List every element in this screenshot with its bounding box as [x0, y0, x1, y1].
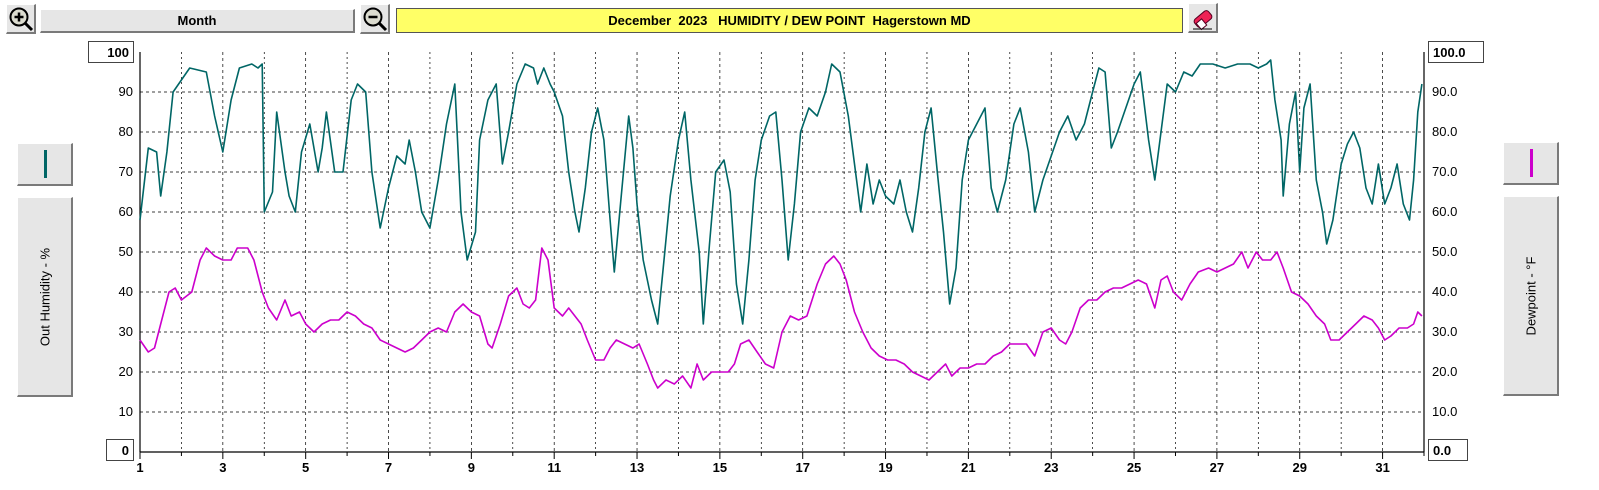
left-axis-max-field[interactable]: 100	[88, 41, 134, 63]
x-axis-tick-label: 11	[547, 460, 561, 475]
x-axis-tick-label: 23	[1044, 460, 1058, 475]
dewpoint-series-line	[139, 247, 1423, 389]
period-month-button[interactable]: Month	[40, 9, 355, 33]
x-axis-tick-label: 17	[795, 460, 809, 475]
left-axis-max-value: 100	[107, 44, 129, 60]
zoom-out-magnifier-icon	[363, 7, 387, 31]
chart-title: December 2023 HUMIDITY / DEW POINT Hager…	[396, 8, 1183, 33]
x-axis-tick-label: 1	[136, 460, 143, 475]
left-axis-tick-label: 80	[119, 124, 133, 139]
x-axis-tick-label: 9	[468, 460, 475, 475]
left-axis-tick-label: 30	[119, 324, 133, 339]
right-axis-tick-label: 60.0	[1432, 204, 1457, 219]
right-axis-tick-label: 40.0	[1432, 284, 1457, 299]
left-axis-min-field[interactable]: 0	[106, 439, 134, 461]
x-axis-tick-label: 21	[961, 460, 975, 475]
right-axis-tick-label: 90.0	[1432, 84, 1457, 99]
right-axis-min-field[interactable]: 0.0	[1428, 439, 1468, 461]
left-axis-tick-label: 90	[119, 84, 133, 99]
x-axis-tick-label: 5	[302, 460, 309, 475]
left-axis-tick-label: 70	[119, 164, 133, 179]
right-axis-tick-label: 10.0	[1432, 404, 1457, 419]
eraser-icon	[1192, 9, 1212, 30]
x-axis-tick-label: 19	[878, 460, 892, 475]
left-axis-tick-label: 40	[119, 284, 133, 299]
right-axis-tick-label: 80.0	[1432, 124, 1457, 139]
left-axis-tick-label: 50	[119, 244, 133, 259]
right-axis-tick-label: 20.0	[1432, 364, 1457, 379]
humidity-series-button[interactable]	[17, 143, 73, 186]
x-axis-tick-label: 15	[713, 460, 727, 475]
right-axis-tick-label: 70.0	[1432, 164, 1457, 179]
x-axis-tick-label: 7	[385, 460, 392, 475]
x-axis-tick-label: 29	[1293, 460, 1307, 475]
left-axis-min-value: 0	[121, 442, 129, 458]
clear-button[interactable]	[1188, 3, 1218, 33]
zoom-in-magnifier-icon	[9, 7, 33, 31]
x-axis-tick-label: 27	[1210, 460, 1224, 475]
left-axis-tick-label: 10	[119, 404, 133, 419]
x-axis-tick-label: 13	[630, 460, 644, 475]
right-axis-tick-label: 30.0	[1432, 324, 1457, 339]
period-label: Month	[177, 13, 217, 28]
humidity-series-line	[139, 59, 1423, 325]
dewpoint-series-button[interactable]	[1503, 142, 1559, 185]
zoom-out-button[interactable]	[360, 4, 390, 34]
left-axis-label-button[interactable]: Out Humidity - %	[17, 197, 73, 397]
right-axis-label-button[interactable]: Dewpoint - °F	[1503, 196, 1559, 396]
x-axis-tick-label: 31	[1375, 460, 1389, 475]
right-axis-min-value: 0.0	[1433, 442, 1452, 458]
right-axis-tick-label: 50.0	[1432, 244, 1457, 259]
x-axis-tick-label: 25	[1127, 460, 1141, 475]
humidity-color-swatch	[44, 150, 47, 178]
left-axis-tick-label: 60	[119, 204, 133, 219]
left-axis-tick-label: 20	[119, 364, 133, 379]
dewpoint-color-swatch	[1530, 149, 1533, 177]
right-axis-max-value: 100.0	[1433, 44, 1466, 60]
right-axis-max-field[interactable]: 100.0	[1428, 41, 1484, 63]
zoom-in-button[interactable]	[6, 4, 36, 34]
x-axis-tick-label: 3	[219, 460, 226, 475]
